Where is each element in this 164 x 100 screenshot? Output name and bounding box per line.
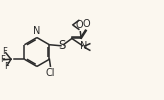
Text: S: S — [59, 39, 66, 52]
Text: N: N — [33, 26, 40, 36]
Text: Cl: Cl — [46, 68, 55, 78]
Text: F: F — [0, 55, 5, 64]
Text: N: N — [80, 42, 88, 52]
Text: O: O — [83, 19, 91, 29]
Text: F: F — [4, 62, 9, 71]
Text: O: O — [75, 20, 83, 30]
Text: F: F — [2, 47, 7, 56]
